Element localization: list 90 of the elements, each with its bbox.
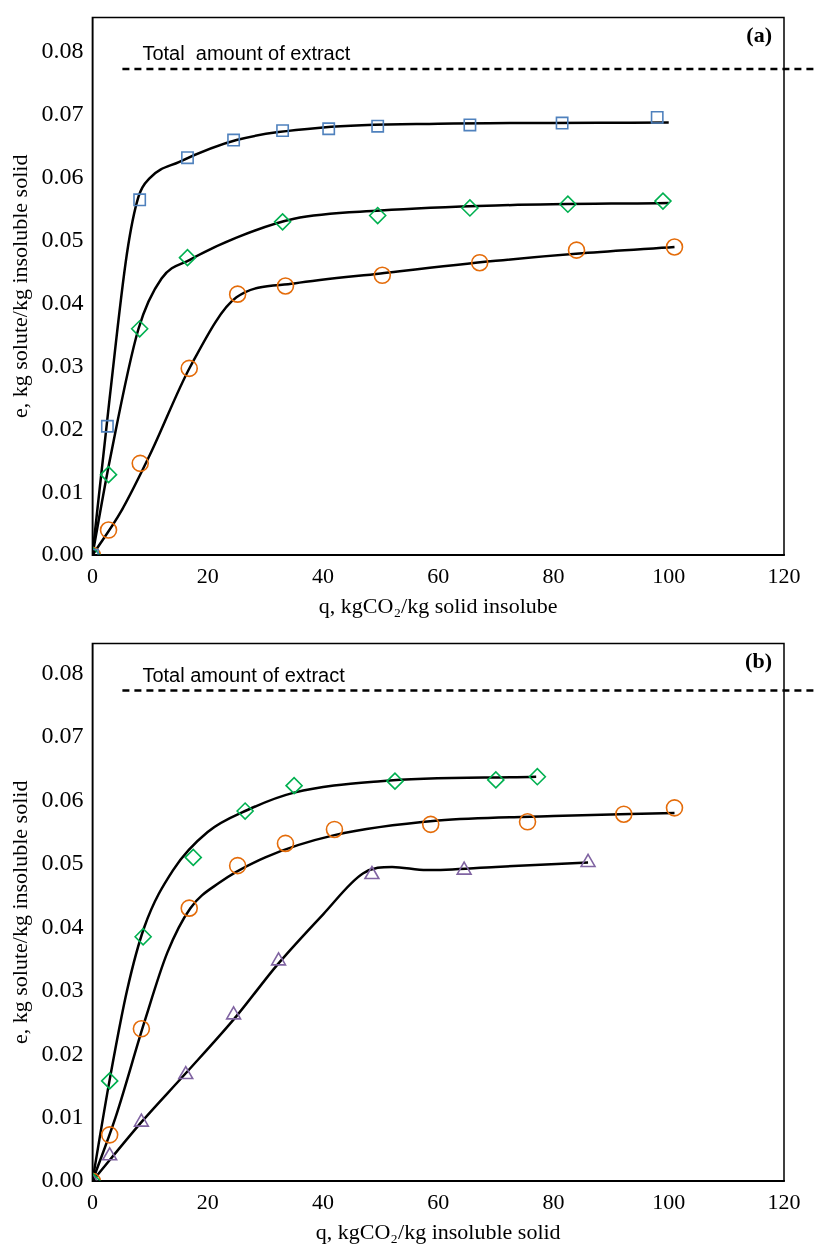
point: [650, 110, 664, 124]
y-axis-title: e, kg solute/kg insoluble solid: [6, 780, 32, 1044]
point: [461, 199, 479, 217]
point: [518, 813, 537, 831]
point: [487, 771, 505, 789]
point: [180, 899, 199, 917]
point: [228, 285, 247, 303]
point: [614, 805, 633, 823]
y-tick-label: 0.07: [41, 722, 84, 749]
point: [665, 799, 684, 817]
point: [528, 767, 547, 786]
annotation: (a): [746, 22, 772, 48]
point: [273, 213, 292, 231]
point: [227, 133, 241, 147]
point: [225, 1006, 242, 1020]
x-tick-label: 60: [427, 1189, 450, 1215]
x-tick-label: 0: [86, 563, 98, 589]
point: [276, 124, 290, 138]
point: [421, 815, 440, 834]
point: [580, 853, 596, 868]
point: [276, 277, 295, 295]
x-tick-label: 40: [311, 563, 334, 589]
y-tick-label: 0.06: [41, 163, 84, 190]
y-tick-label: 0.02: [41, 414, 84, 441]
point: [99, 465, 118, 484]
x-tick-label: 20: [196, 563, 219, 589]
point: [470, 253, 489, 272]
y-axis-title: e, kg solute/kg insoluble solid: [6, 154, 32, 418]
y-tick-label: 0.00: [41, 540, 84, 567]
y-tick-label: 0.03: [41, 351, 84, 378]
y-tick-label: 0.04: [41, 912, 84, 939]
point: [386, 772, 404, 790]
y-tick-label: 0.04: [41, 288, 84, 315]
x-tick-label: 80: [542, 563, 565, 589]
point: [559, 195, 577, 214]
point: [178, 1065, 194, 1080]
y-tick-label: 0.01: [41, 1103, 84, 1129]
point: [276, 834, 295, 853]
point: [133, 193, 147, 207]
x-tick-label: 120: [767, 563, 801, 589]
point: [555, 116, 569, 130]
y-tick-label: 0.08: [41, 658, 84, 685]
y-tick-label: 0.06: [41, 785, 84, 812]
point: [178, 248, 197, 267]
point: [364, 865, 380, 880]
point: [373, 266, 392, 285]
x-tick-label: 120: [767, 1189, 801, 1215]
x-axis-title: q, kgCO₂/kg insoluble solid: [315, 1218, 561, 1244]
annotation: (b): [745, 648, 772, 674]
point: [567, 241, 586, 259]
y-tick-label: 0.03: [41, 976, 84, 1003]
point: [322, 122, 336, 136]
x-tick-label: 100: [652, 563, 686, 589]
y-tick-label: 0.08: [41, 37, 84, 64]
point: [131, 454, 150, 473]
y-tick-label: 0.00: [41, 1166, 84, 1193]
x-axis-title: q, kgCO₂/kg solid insolube: [318, 592, 558, 618]
point: [325, 820, 344, 839]
y-tick-label: 0.01: [41, 477, 84, 504]
point: [134, 927, 152, 946]
point: [665, 238, 684, 256]
y-tick-label: 0.05: [41, 849, 84, 876]
ref-line-label: Total amount of extract: [142, 42, 351, 65]
point: [184, 848, 203, 867]
x-tick-label: 80: [542, 1189, 565, 1215]
point: [270, 952, 287, 966]
point: [181, 151, 194, 165]
point: [456, 861, 472, 875]
x-tick-label: 60: [427, 563, 450, 589]
x-tick-label: 40: [311, 1189, 334, 1215]
point: [236, 802, 254, 820]
point: [130, 319, 149, 338]
point: [228, 856, 247, 875]
point: [180, 359, 199, 378]
point: [654, 192, 672, 210]
y-tick-label: 0.02: [41, 1039, 84, 1066]
x-tick-label: 20: [196, 1189, 219, 1215]
point: [371, 119, 385, 133]
point: [101, 1147, 118, 1161]
y-tick-label: 0.07: [41, 100, 84, 127]
point: [285, 776, 303, 795]
point: [133, 1113, 150, 1127]
x-tick-label: 0: [86, 1189, 98, 1215]
point: [368, 206, 387, 225]
y-tick-label: 0.05: [41, 225, 84, 252]
x-tick-label: 100: [652, 1189, 686, 1215]
point: [99, 521, 118, 539]
point: [463, 118, 477, 132]
point: [100, 419, 114, 433]
ref-line-label: Total amount of extract: [142, 663, 346, 686]
